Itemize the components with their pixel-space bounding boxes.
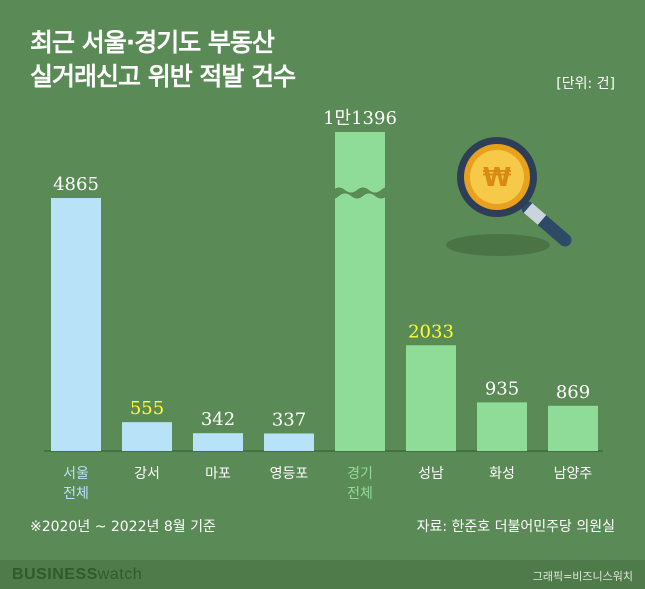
period-note: ※2020년 ~ 2022년 8월 기준 (30, 519, 216, 535)
category-label-6: 화성 (489, 466, 515, 482)
category-label-7: 남양주 (554, 466, 593, 482)
value-label-4: 1만1396 (323, 108, 397, 129)
value-label-0: 4865 (53, 174, 99, 195)
chart-title: 최근 서울·경기도 부동산 실거래신고 위반 적발 건수 (30, 26, 296, 94)
category-label-0: 서울 (63, 466, 89, 482)
bar-3 (264, 433, 314, 451)
svg-text:₩: ₩ (483, 163, 512, 193)
footer-bar: BUSINESSwatch 그래픽=비즈니스워치 (0, 560, 645, 589)
bar-7 (548, 405, 598, 451)
axis-break-mark (333, 187, 387, 199)
category-label-5: 성남 (418, 466, 444, 482)
category-label-line2-0: 전체 (63, 486, 89, 502)
brand-logo: BUSINESSwatch (12, 566, 142, 584)
unit-label: [단위: 건] (556, 76, 615, 92)
title-line-2: 실거래신고 위반 적발 건수 (30, 62, 296, 91)
bar-5 (406, 345, 456, 451)
value-label-3: 337 (272, 409, 306, 430)
value-label-1: 555 (130, 398, 164, 419)
bar-2 (193, 433, 243, 451)
category-label-2: 마포 (205, 466, 231, 482)
category-label-1: 강서 (134, 466, 160, 482)
magnifier-won-coin-icon: ₩ (446, 137, 572, 256)
title-line-1: 최근 서울·경기도 부동산 (30, 28, 275, 57)
bar-0 (51, 198, 101, 451)
bar-1 (122, 422, 172, 451)
graphic-credit: 그래픽=비즈니스워치 (532, 570, 633, 583)
value-label-7: 869 (556, 382, 590, 403)
category-label-3: 영등포 (270, 466, 309, 482)
category-label-line2-4: 전체 (347, 486, 373, 502)
source-note: 자료: 한준호 더불어민주당 의원실 (416, 519, 615, 535)
value-label-2: 342 (201, 409, 235, 430)
bar-4 (335, 132, 385, 451)
value-label-6: 935 (485, 378, 519, 399)
brand-bold: BUSINESS (12, 566, 98, 583)
category-label-4: 경기 (347, 466, 373, 482)
bar-6 (477, 402, 527, 451)
value-label-5: 2033 (408, 321, 454, 342)
brand-light: watch (97, 566, 143, 583)
